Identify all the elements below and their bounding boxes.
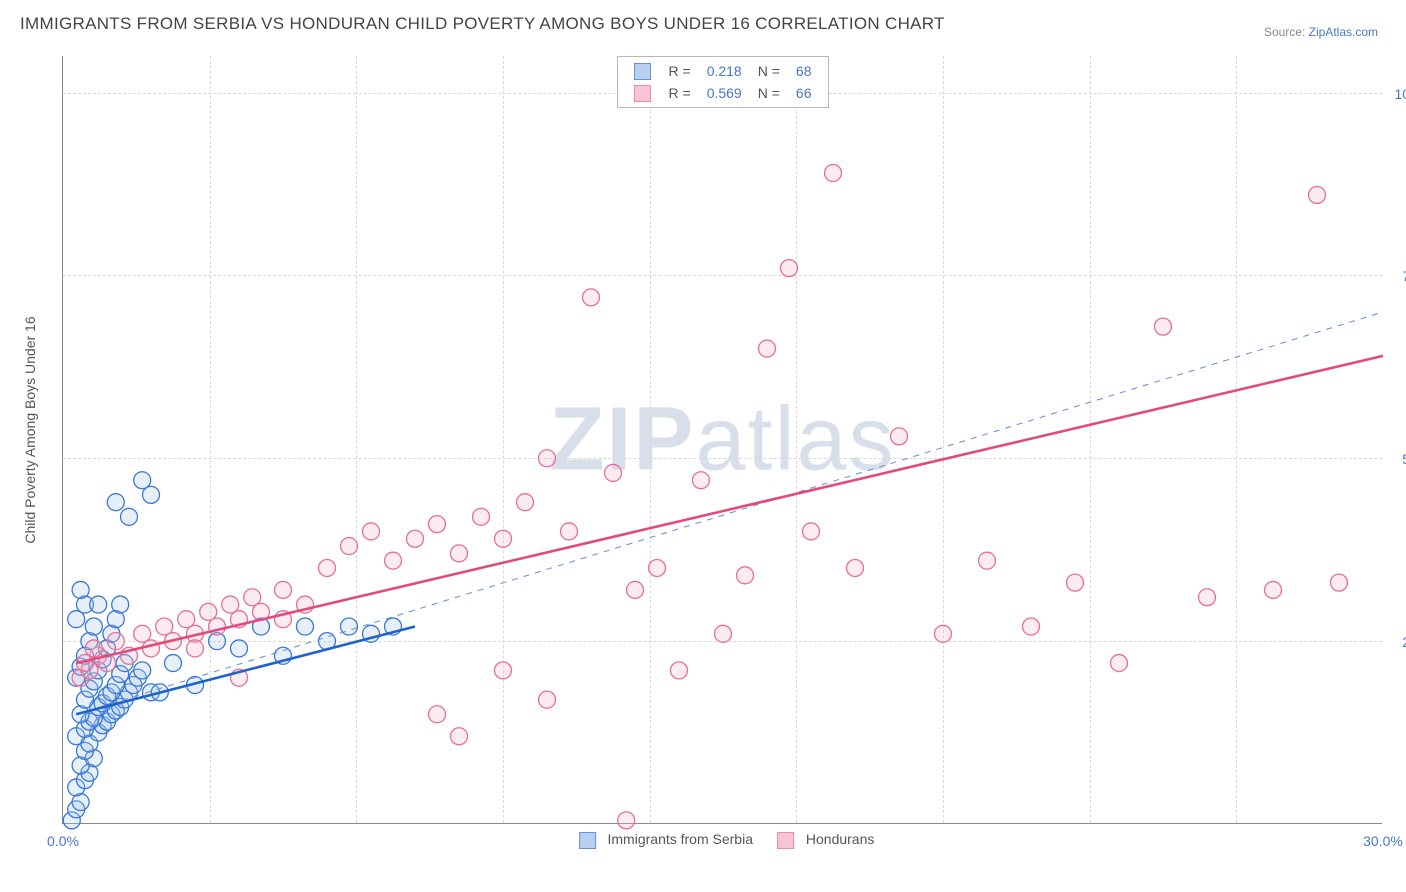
scatter-point [85,640,102,657]
scatter-point [781,260,798,277]
scatter-point [583,289,600,306]
legend-r-value: 0.218 [699,60,750,82]
scatter-point [1199,589,1216,606]
scatter-point [319,560,336,577]
scatter-point [1265,581,1282,598]
x-tick-label: 30.0% [1363,833,1403,849]
scatter-point [121,508,138,525]
scatter-point [451,545,468,562]
legend-item: Immigrants from Serbia [571,831,753,847]
scatter-point [1309,186,1326,203]
legend-swatch [634,63,651,80]
scatter-point [407,530,424,547]
legend-n-value: 66 [788,82,820,104]
scatter-point [825,165,842,182]
chart-title: IMMIGRANTS FROM SERBIA VS HONDURAN CHILD… [20,14,945,34]
scatter-point [275,581,292,598]
scatter-point [539,450,556,467]
scatter-point [385,552,402,569]
legend-r-value: 0.569 [699,82,750,104]
correlation-legend: R =0.218N =68R =0.569N =66 [617,56,829,108]
scatter-point [143,640,160,657]
scatter-point [134,662,151,679]
source-attribution: Source: ZipAtlas.com [1264,25,1378,39]
legend-item: Hondurans [769,831,874,847]
source-link[interactable]: ZipAtlas.com [1309,25,1378,39]
scatter-point [561,523,578,540]
scatter-point [1067,574,1084,591]
scatter-point [85,618,102,635]
scatter-point [495,662,512,679]
scatter-point [1023,618,1040,635]
trend-line-dashed [76,312,1383,714]
scatter-point [935,625,952,642]
scatter-point [539,691,556,708]
y-tick-label: 50.0% [1392,451,1406,467]
legend-r-label: R = [661,60,699,82]
x-tick-label: 0.0% [47,833,79,849]
plot-area: ZIPatlas 25.0%50.0%75.0%100.0%0.0%30.0% … [62,56,1382,824]
legend-n-label: N = [750,82,788,104]
scatter-point [671,662,688,679]
scatter-point [231,640,248,657]
scatter-point [90,596,107,613]
scatter-point [803,523,820,540]
legend-swatch [634,85,651,102]
legend-row: R =0.569N =66 [626,82,820,104]
scatter-point [759,340,776,357]
scatter-point [187,640,204,657]
scatter-point [363,523,380,540]
scatter-point [429,706,446,723]
scatter-point [517,494,534,511]
scatter-point [891,428,908,445]
series-legend: Immigrants from Serbia Hondurans [563,831,883,849]
legend-row: R =0.218N =68 [626,60,820,82]
legend-swatch [777,832,794,849]
scatter-point [605,464,622,481]
scatter-point [143,486,160,503]
scatter-point [737,567,754,584]
scatter-point [649,560,666,577]
scatter-point [107,633,124,650]
scatter-point [451,728,468,745]
legend-r-label: R = [661,82,699,104]
scatter-point [297,618,314,635]
scatter-point [165,655,182,672]
scatter-point [341,538,358,555]
scatter-point [693,472,710,489]
scatter-point [495,530,512,547]
scatter-point [1155,318,1172,335]
y-tick-label: 25.0% [1392,634,1406,650]
scatter-chart [63,56,1382,823]
legend-swatch [579,832,596,849]
scatter-point [1111,655,1128,672]
scatter-point [72,581,89,598]
legend-n-label: N = [750,60,788,82]
scatter-point [979,552,996,569]
scatter-point [618,812,635,829]
scatter-point [473,508,490,525]
legend-n-value: 68 [788,60,820,82]
scatter-point [847,560,864,577]
scatter-point [1331,574,1348,591]
scatter-point [627,581,644,598]
y-tick-label: 100.0% [1392,86,1406,102]
scatter-point [715,625,732,642]
scatter-point [112,596,129,613]
y-tick-label: 75.0% [1392,268,1406,284]
scatter-point [429,516,446,533]
y-axis-label: Child Poverty Among Boys Under 16 [22,316,38,543]
scatter-point [107,494,124,511]
trend-line [76,356,1383,663]
source-prefix: Source: [1264,25,1309,39]
